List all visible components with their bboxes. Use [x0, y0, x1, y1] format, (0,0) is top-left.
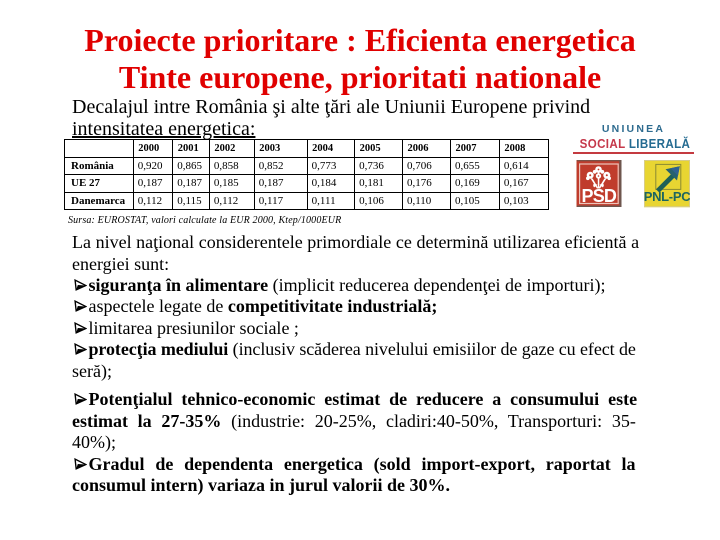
svg-text:PNL-PC: PNL-PC [644, 189, 690, 204]
svg-text:PSD: PSD [581, 186, 616, 206]
